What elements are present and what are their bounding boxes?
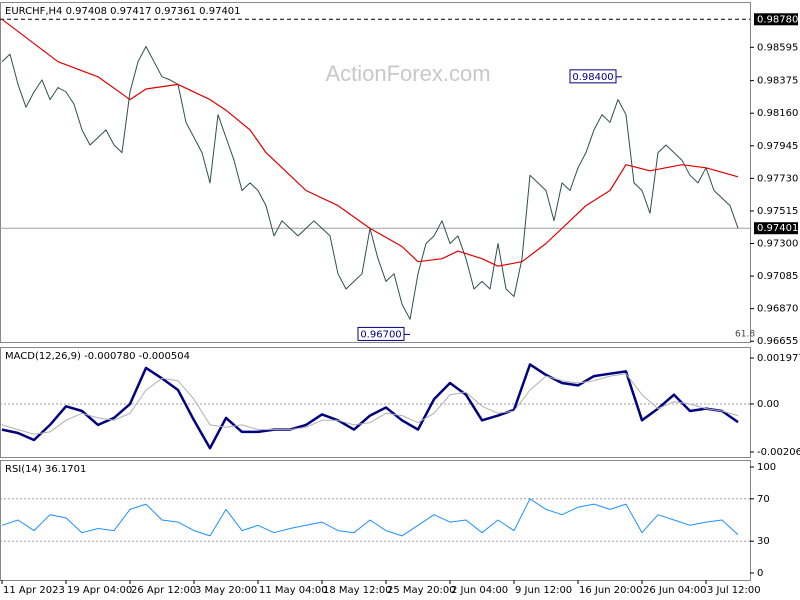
y-tick-label: 0.98160 — [757, 108, 798, 119]
y-tick-label: 0.00 — [757, 399, 779, 410]
y-tick-label: -0.002064 — [757, 447, 800, 458]
x-tick-label: 26 Jun 04:00 — [643, 585, 707, 596]
x-tick-label: 9 Jun 12:00 — [515, 585, 572, 596]
x-tick-label: 11 Apr 2023 — [3, 585, 65, 596]
annotation-label: 0.98400 — [572, 72, 613, 83]
panel-border — [0, 347, 751, 458]
panel-title: RSI(14) 36.1701 — [5, 464, 86, 475]
y-tick-label: 0 — [757, 568, 763, 579]
series-line — [1, 373, 739, 435]
panel-title: MACD(12,26,9) -0.000780 -0.000504 — [5, 351, 190, 362]
y-tick-label: 30 — [757, 536, 770, 547]
x-tick-label: 19 Apr 04:00 — [67, 585, 132, 596]
series-line — [1, 498, 739, 537]
y-tick-label: 0.98595 — [757, 42, 798, 53]
x-tick-label: 3 Jul 12:00 — [707, 585, 761, 596]
price-tag-bg — [754, 13, 798, 26]
x-tick-label: 11 May 04:00 — [259, 585, 328, 596]
price-tag-bg — [754, 222, 798, 235]
watermark: ActionForex.com — [325, 61, 490, 86]
y-tick-label: 0.97945 — [757, 141, 798, 152]
panel-border — [0, 460, 751, 581]
panel-title: EURCHF,H4 0.97408 0.97417 0.97361 0.9740… — [5, 6, 241, 17]
x-tick-label: 26 Apr 12:00 — [131, 585, 196, 596]
price-tag: 0.97401 — [757, 223, 798, 234]
y-tick-label: 0.97085 — [757, 271, 798, 282]
x-tick-label: 18 May 12:00 — [323, 585, 392, 596]
y-tick-label: 0.001977 — [757, 353, 800, 364]
annotation-label: 0.96700 — [360, 329, 401, 340]
y-tick-label: 0.96655 — [757, 336, 798, 347]
panel-border — [0, 2, 751, 343]
series-line — [1, 18, 739, 267]
y-tick-label: 100 — [757, 462, 776, 473]
y-tick-label: 0.96870 — [757, 304, 798, 315]
series-line — [1, 363, 739, 450]
y-tick-label: 0.97730 — [757, 173, 798, 184]
y-tick-label: 70 — [757, 494, 770, 505]
x-tick-label: 2 Jun 04:00 — [451, 585, 508, 596]
x-tick-label: 3 May 20:00 — [195, 585, 257, 596]
x-tick-label: 25 May 20:00 — [387, 585, 456, 596]
y-tick-label: 0.97300 — [757, 239, 798, 250]
price-tag: 0.98780 — [757, 14, 798, 25]
x-tick-label: 16 Jun 20:00 — [579, 585, 643, 596]
fib-label: 61.8 — [735, 330, 755, 340]
y-tick-label: 0.97515 — [757, 206, 798, 217]
y-tick-label: 0.98375 — [757, 76, 798, 87]
